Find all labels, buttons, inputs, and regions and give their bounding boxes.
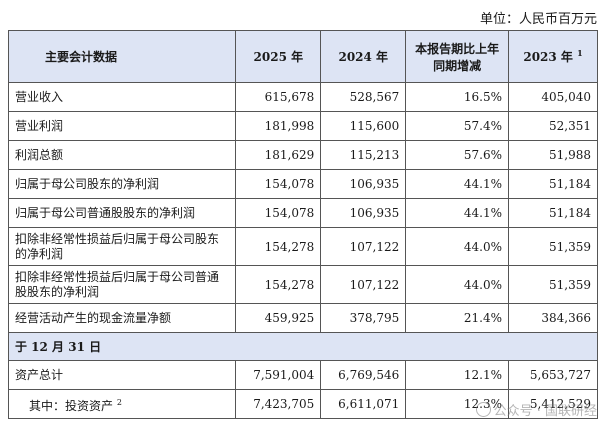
cell-2025: 7,591,004 [235,360,322,390]
cell-2025: 459,925 [235,303,322,333]
row-label: 利润总额 [7,140,237,170]
header-2023-note: 1 [577,48,583,58]
table-row: 扣除非经常性损益后归属于母公司股东的净利润 154,278 107,122 44… [7,227,598,266]
cell-2023: 5,653,727 [508,360,598,390]
section-label: 于 12 月 31 日 [8,332,598,361]
cell-change: 21.4% [405,303,510,333]
cell-2023: 51,359 [508,227,598,266]
cell-change: 12.1% [405,360,510,390]
cell-2024: 106,935 [320,198,407,228]
cell-change: 57.4% [405,111,510,141]
header-2025: 2025 年 [235,30,322,83]
cell-change: 16.5% [405,82,510,112]
table-row: 营业利润 181,998 115,600 57.4% 52,351 [7,111,598,141]
cell-2023: 384,366 [508,303,598,333]
header-2024: 2024 年 [320,30,407,83]
row-label: 资产总计 [7,360,237,390]
cell-2023: 51,359 [508,265,598,304]
header-change: 本报告期比上年 同期增减 [405,30,510,83]
row-label-cell: 其中：投资资产 2 [7,389,237,419]
row-label: 扣除非经常性损益后归属于母公司普通股股东的净利润 [7,265,237,304]
cell-2025: 154,078 [235,198,322,228]
cell-change: 44.1% [405,198,510,228]
section-row: 于 12 月 31 日 [8,332,598,361]
cell-2023: 405,040 [508,82,598,112]
cell-change: 44.0% [405,265,510,304]
table-row: 归属于母公司普通股股东的净利润 154,078 106,935 44.1% 51… [7,198,598,228]
cell-2024: 106,935 [320,169,407,199]
row-label: 营业利润 [7,111,237,141]
header-2023: 2023 年 1 [508,30,598,83]
cell-2024: 6,611,071 [320,389,407,419]
row-label: 营业收入 [7,82,237,112]
cell-2024: 115,213 [320,140,407,170]
cell-2023: 5,412,529 [508,389,598,419]
cell-change: 57.6% [405,140,510,170]
watermark: 公众号 · 国联研经 [475,400,597,419]
header-2023-label: 2023 年 [523,50,573,64]
header-indicator: 主要会计数据 [7,30,237,83]
cell-2024: 378,795 [320,303,407,333]
table-row: 营业收入 615,678 528,567 16.5% 405,040 [7,82,598,112]
header-change-line1: 本报告期比上年 [415,41,500,56]
row-label: 扣除非经常性损益后归属于母公司股东的净利润 [7,227,237,266]
cell-2025: 154,078 [235,169,322,199]
cell-2025: 154,278 [235,227,322,266]
row-label: 归属于母公司股东的净利润 [7,169,237,199]
cell-2023: 51,988 [508,140,598,170]
table-row: 资产总计 7,591,004 6,769,546 12.1% 5,653,727 [7,360,598,390]
cell-2025: 615,678 [235,82,322,112]
cell-2023: 52,351 [508,111,598,141]
row-label: 其中：投资资产 [29,398,114,413]
row-label: 归属于母公司普通股股东的净利润 [7,198,237,228]
financial-data-table: 主要会计数据 2025 年 2024 年 本报告期比上年 同期增减 2023 年 … [7,30,598,419]
watermark-text: 公众号 · 国联研经 [493,404,597,419]
table-row: 经营活动产生的现金流量净额 459,925 378,795 21.4% 384,… [7,303,598,333]
table-header-row: 主要会计数据 2025 年 2024 年 本报告期比上年 同期增减 2023 年 … [7,30,598,83]
table-row: 扣除非经常性损益后归属于母公司普通股股东的净利润 154,278 107,122… [7,265,598,304]
cell-2025: 181,998 [235,111,322,141]
cell-2024: 107,122 [320,265,407,304]
wechat-icon [475,402,491,417]
cell-2024: 6,769,546 [320,360,407,390]
header-change-line2: 同期增减 [433,58,482,73]
cell-change: 44.0% [405,227,510,266]
cell-2024: 528,567 [320,82,407,112]
cell-2025: 7,423,705 [235,389,322,419]
row-note: 2 [116,397,122,407]
cell-2024: 107,122 [320,227,407,266]
cell-2023: 51,184 [508,198,598,228]
cell-2024: 115,600 [320,111,407,141]
unit-label: 单位：人民币百万元 [479,12,597,27]
cell-2025: 181,629 [235,140,322,170]
cell-change: 44.1% [405,169,510,199]
row-label: 经营活动产生的现金流量净额 [7,303,237,333]
table-row: 归属于母公司股东的净利润 154,078 106,935 44.1% 51,18… [7,169,598,199]
cell-2023: 51,184 [508,169,598,199]
cell-2025: 154,278 [235,265,322,304]
table-row: 利润总额 181,629 115,213 57.6% 51,988 [7,140,598,170]
